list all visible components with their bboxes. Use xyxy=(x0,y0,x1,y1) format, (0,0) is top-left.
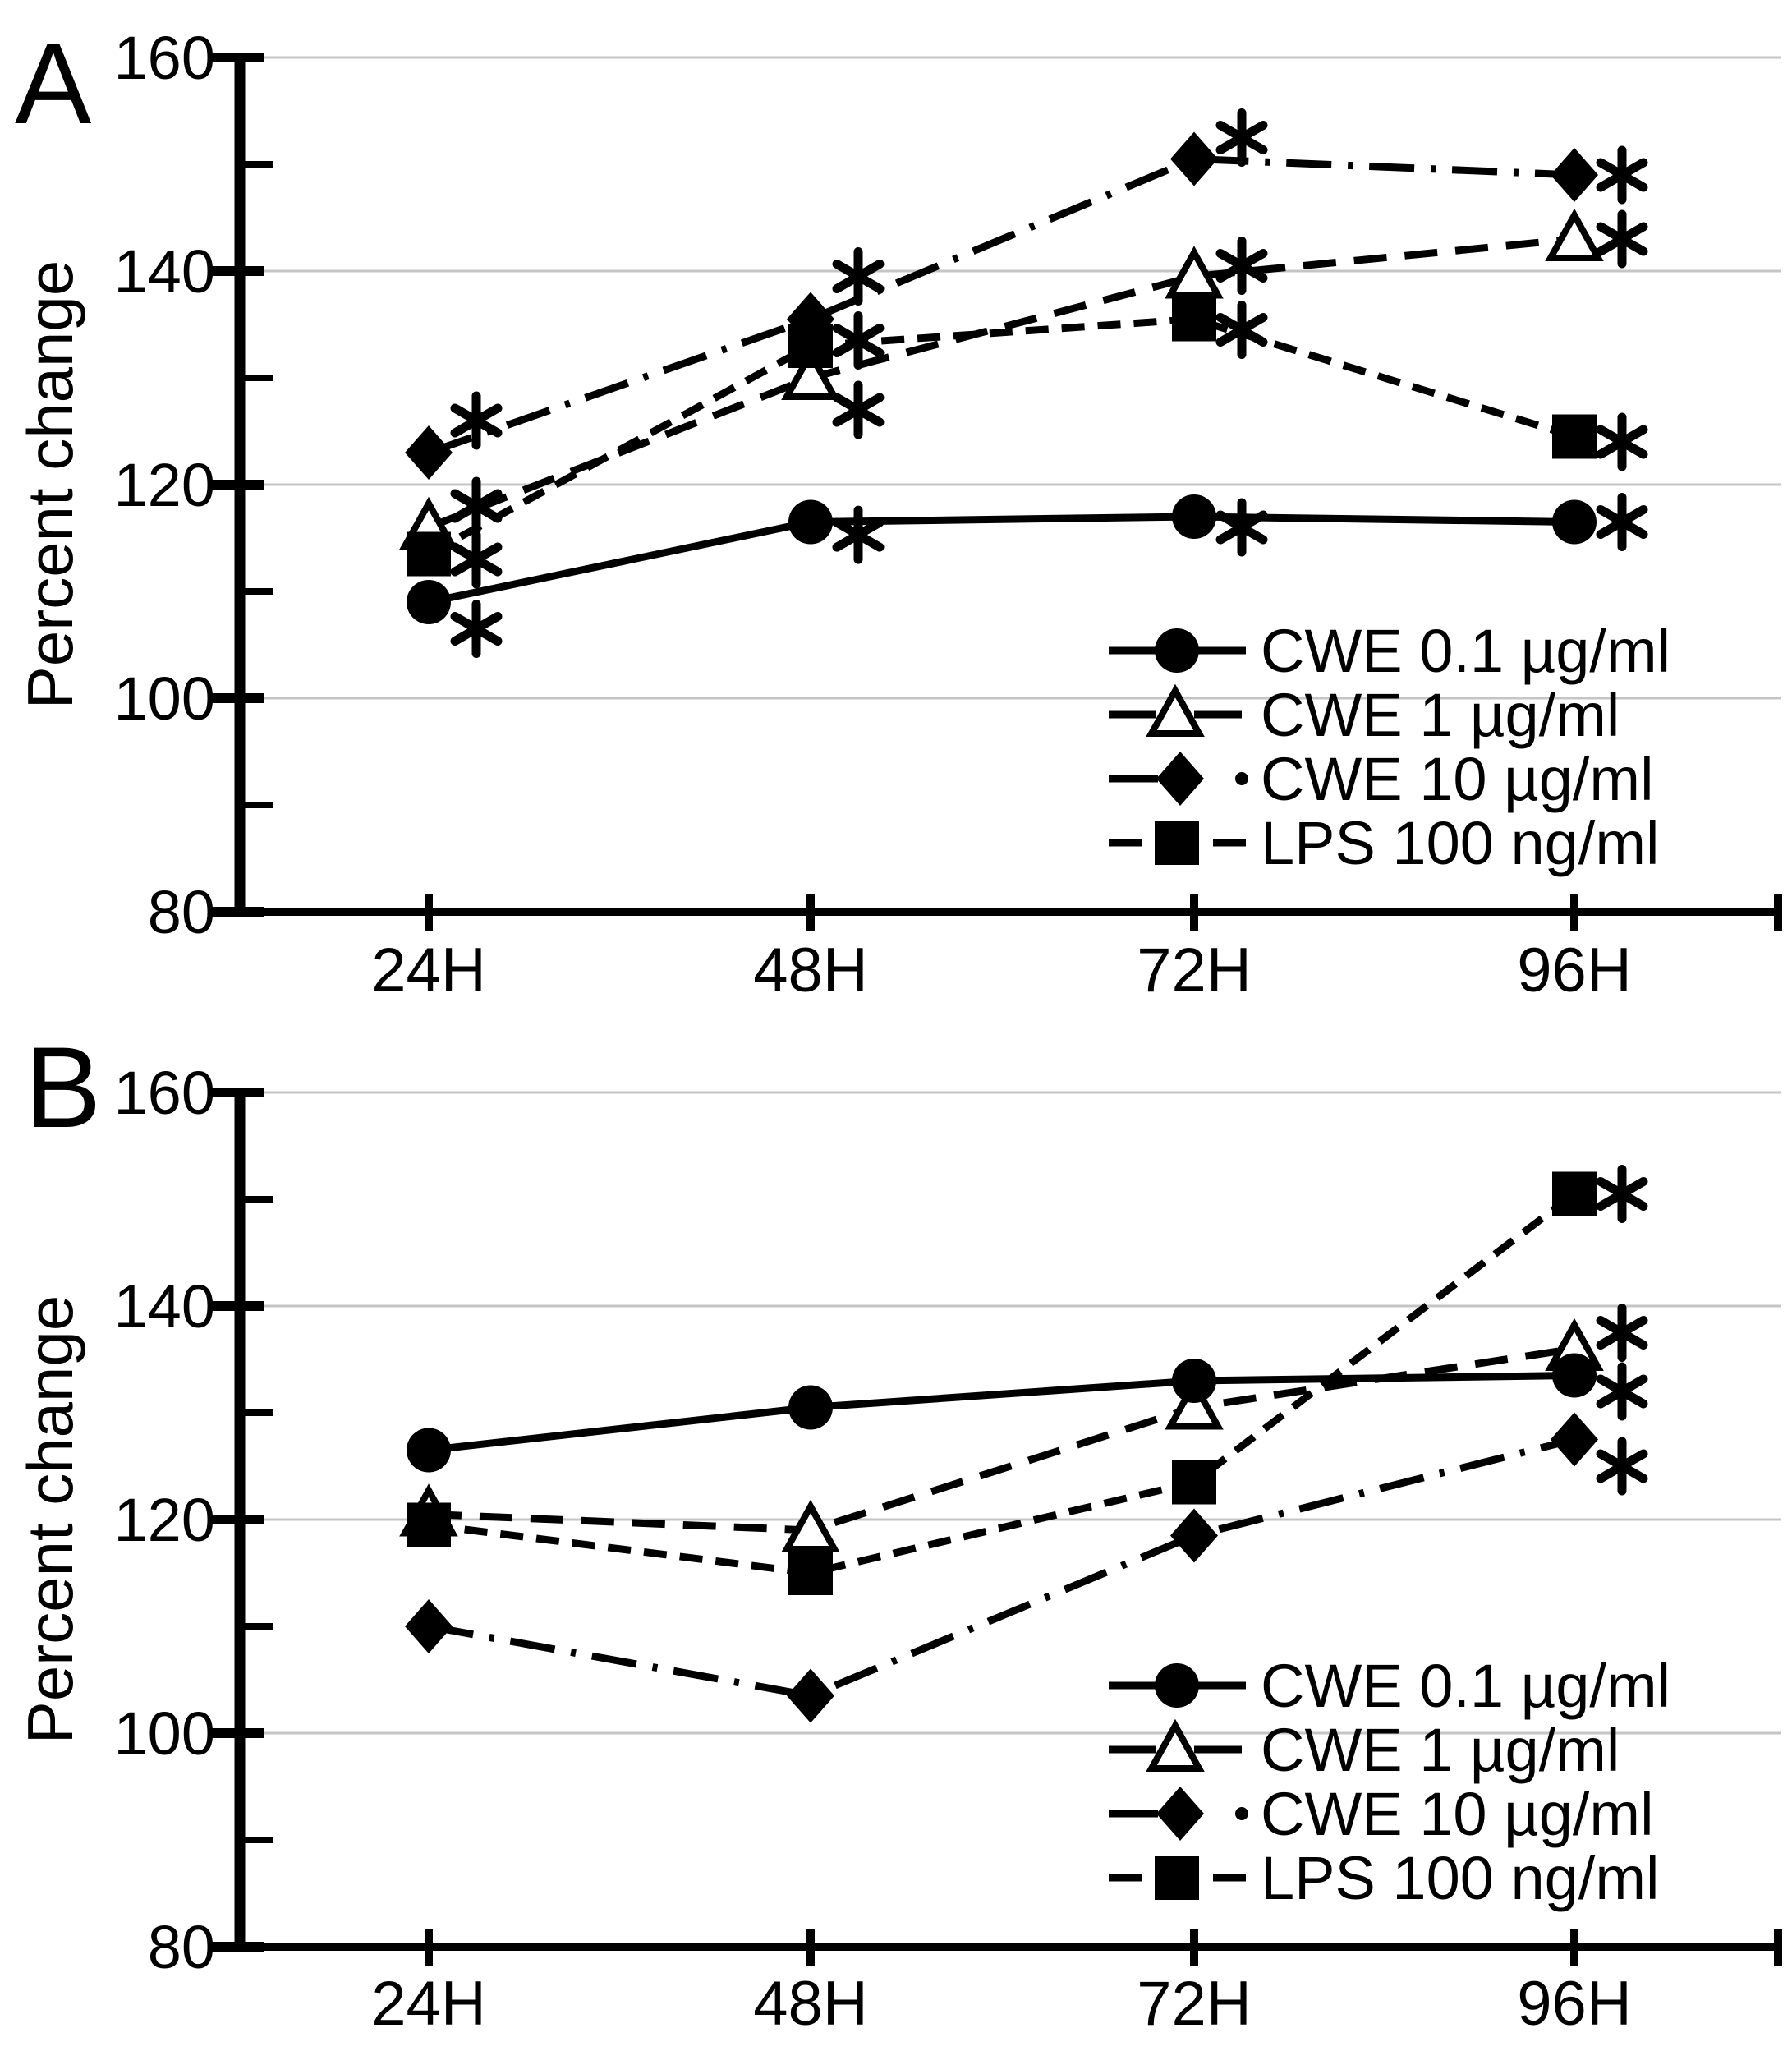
marker-open-triangle-cwe-1-g-ml xyxy=(1165,246,1224,299)
y-tick-label: 80 xyxy=(148,1913,215,1981)
y-tick-label: 100 xyxy=(114,1699,215,1768)
series-line-cwe-1-g-ml xyxy=(428,1345,1575,1534)
marker-filled-circle-cwe-0-1-g-ml xyxy=(1172,1359,1216,1403)
significance-asterisk xyxy=(1215,510,1268,545)
series-line-cwe-1-g-ml xyxy=(427,235,1575,531)
legend-marker-filled-square xyxy=(1155,1856,1199,1900)
significance-asterisk xyxy=(1596,1316,1648,1350)
marker-filled-square-lps-100-ng-ml xyxy=(1172,1460,1216,1505)
y-axis-title: Percent change xyxy=(14,260,86,709)
significance-asterisk xyxy=(450,489,503,523)
marker-filled-diamond-cwe-10-g-ml xyxy=(1551,148,1598,202)
y-tick-label: 100 xyxy=(114,665,215,733)
legend-label: CWE 0.1 µg/ml xyxy=(1261,617,1670,685)
significance-asterisk xyxy=(1596,158,1648,192)
marker-filled-square-lps-100-ng-ml xyxy=(1552,414,1597,459)
marker-filled-square-lps-100-ng-ml xyxy=(788,324,833,368)
marker-filled-square-lps-100-ng-ml xyxy=(1552,1171,1597,1216)
legend-row-cwe-10-g-ml-dot xyxy=(1235,1807,1248,1820)
legend-marker-filled-square xyxy=(1155,821,1199,865)
x-tick-label: 24H xyxy=(371,936,485,1005)
legend-label: CWE 10 µg/ml xyxy=(1261,745,1654,813)
significance-asterisk xyxy=(1596,1374,1648,1409)
marker-open-triangle-cwe-1-g-ml xyxy=(781,347,840,400)
series-line-lps-100-ng-ml xyxy=(428,1190,1577,1577)
marker-filled-square-lps-100-ng-ml xyxy=(1172,297,1216,342)
series-line-cwe-10-g-ml xyxy=(428,1436,1576,1700)
x-tick-label: 72H xyxy=(1137,936,1251,1005)
legend-marker-open-triangle xyxy=(1146,1718,1205,1772)
marker-open-triangle-cwe-1-g-ml xyxy=(781,1499,840,1552)
significance-asterisk xyxy=(1596,1449,1648,1483)
x-tick-label: 72H xyxy=(1137,1969,1251,2039)
legend-label: CWE 0.1 µg/ml xyxy=(1261,1652,1670,1720)
significance-asterisk xyxy=(832,393,885,427)
x-tick-label: 24H xyxy=(371,1969,485,2039)
marker-filled-square-lps-100-ng-ml xyxy=(407,1502,451,1547)
series-line-cwe-0-1-g-ml xyxy=(428,513,1575,606)
legend-label: CWE 1 µg/ml xyxy=(1261,681,1620,749)
y-tick-label: 160 xyxy=(114,1059,215,1127)
marker-filled-diamond-cwe-10-g-ml xyxy=(1551,1412,1598,1467)
legend-label: LPS 100 ng/ml xyxy=(1261,809,1659,877)
series-line-cwe-10-g-ml xyxy=(427,154,1575,457)
legend-marker-open-triangle xyxy=(1146,683,1205,737)
significance-asterisk xyxy=(1596,505,1648,539)
marker-filled-square-lps-100-ng-ml xyxy=(407,531,451,577)
legend-label: CWE 1 µg/ml xyxy=(1261,1716,1620,1784)
significance-asterisk xyxy=(832,260,885,293)
significance-asterisk xyxy=(1215,313,1268,347)
marker-filled-circle-cwe-0-1-g-ml xyxy=(788,499,833,545)
marker-filled-circle-cwe-0-1-g-ml xyxy=(407,1428,451,1473)
marker-filled-diamond-cwe-10-g-ml xyxy=(787,1668,834,1723)
legend-label: CWE 10 µg/ml xyxy=(1261,1780,1654,1848)
legend-marker-filled-circle xyxy=(1155,628,1199,673)
x-tick-label: 96H xyxy=(1517,1969,1631,2039)
marker-filled-square-lps-100-ng-ml xyxy=(788,1551,833,1595)
marker-filled-circle-cwe-0-1-g-ml xyxy=(1552,1353,1597,1398)
significance-asterisk xyxy=(1215,121,1268,154)
legend-marker-filled-diamond xyxy=(1156,1787,1204,1841)
marker-filled-circle-cwe-0-1-g-ml xyxy=(788,1385,833,1430)
y-axis-title: Percent change xyxy=(14,1295,86,1744)
marker-filled-diamond-cwe-10-g-ml xyxy=(405,425,453,480)
y-tick-label: 140 xyxy=(114,237,215,306)
x-tick-label: 48H xyxy=(753,1969,867,2039)
marker-filled-diamond-cwe-10-g-ml xyxy=(405,1599,453,1653)
marker-filled-circle-cwe-0-1-g-ml xyxy=(407,580,451,624)
significance-asterisk xyxy=(1215,249,1268,283)
significance-asterisk xyxy=(832,517,885,552)
significance-asterisk xyxy=(832,324,885,357)
legend-label: LPS 100 ng/ml xyxy=(1261,1844,1659,1912)
marker-open-triangle-cwe-1-g-ml xyxy=(1165,1377,1224,1430)
significance-asterisk xyxy=(450,542,503,577)
x-tick-label: 96H xyxy=(1517,936,1631,1005)
x-tick-label: 48H xyxy=(753,936,867,1005)
y-tick-label: 160 xyxy=(114,24,215,92)
y-tick-label: 120 xyxy=(114,451,215,519)
series-line-cwe-0-1-g-ml xyxy=(428,1372,1575,1454)
legend-marker-filled-circle xyxy=(1155,1663,1199,1708)
y-tick-label: 120 xyxy=(114,1486,215,1554)
series-line-lps-100-ng-ml xyxy=(426,315,1576,558)
marker-filled-diamond-cwe-10-g-ml xyxy=(1170,1508,1218,1563)
marker-open-triangle-cwe-1-g-ml xyxy=(1545,208,1604,261)
significance-asterisk xyxy=(1596,222,1648,256)
marker-filled-diamond-cwe-10-g-ml xyxy=(1170,131,1218,186)
significance-asterisk xyxy=(450,612,503,646)
significance-asterisk xyxy=(1596,1177,1648,1211)
legend-marker-filled-diamond xyxy=(1156,752,1204,806)
significance-asterisk xyxy=(1596,425,1648,459)
marker-filled-circle-cwe-0-1-g-ml xyxy=(1552,499,1597,545)
y-tick-label: 80 xyxy=(148,878,215,946)
significance-asterisk xyxy=(450,403,503,438)
panel-label: B xyxy=(25,1023,101,1152)
marker-filled-circle-cwe-0-1-g-ml xyxy=(1172,494,1216,539)
legend-row-cwe-10-g-ml-dot xyxy=(1235,772,1248,785)
panel-label: A xyxy=(15,19,92,148)
y-tick-label: 140 xyxy=(114,1272,215,1341)
